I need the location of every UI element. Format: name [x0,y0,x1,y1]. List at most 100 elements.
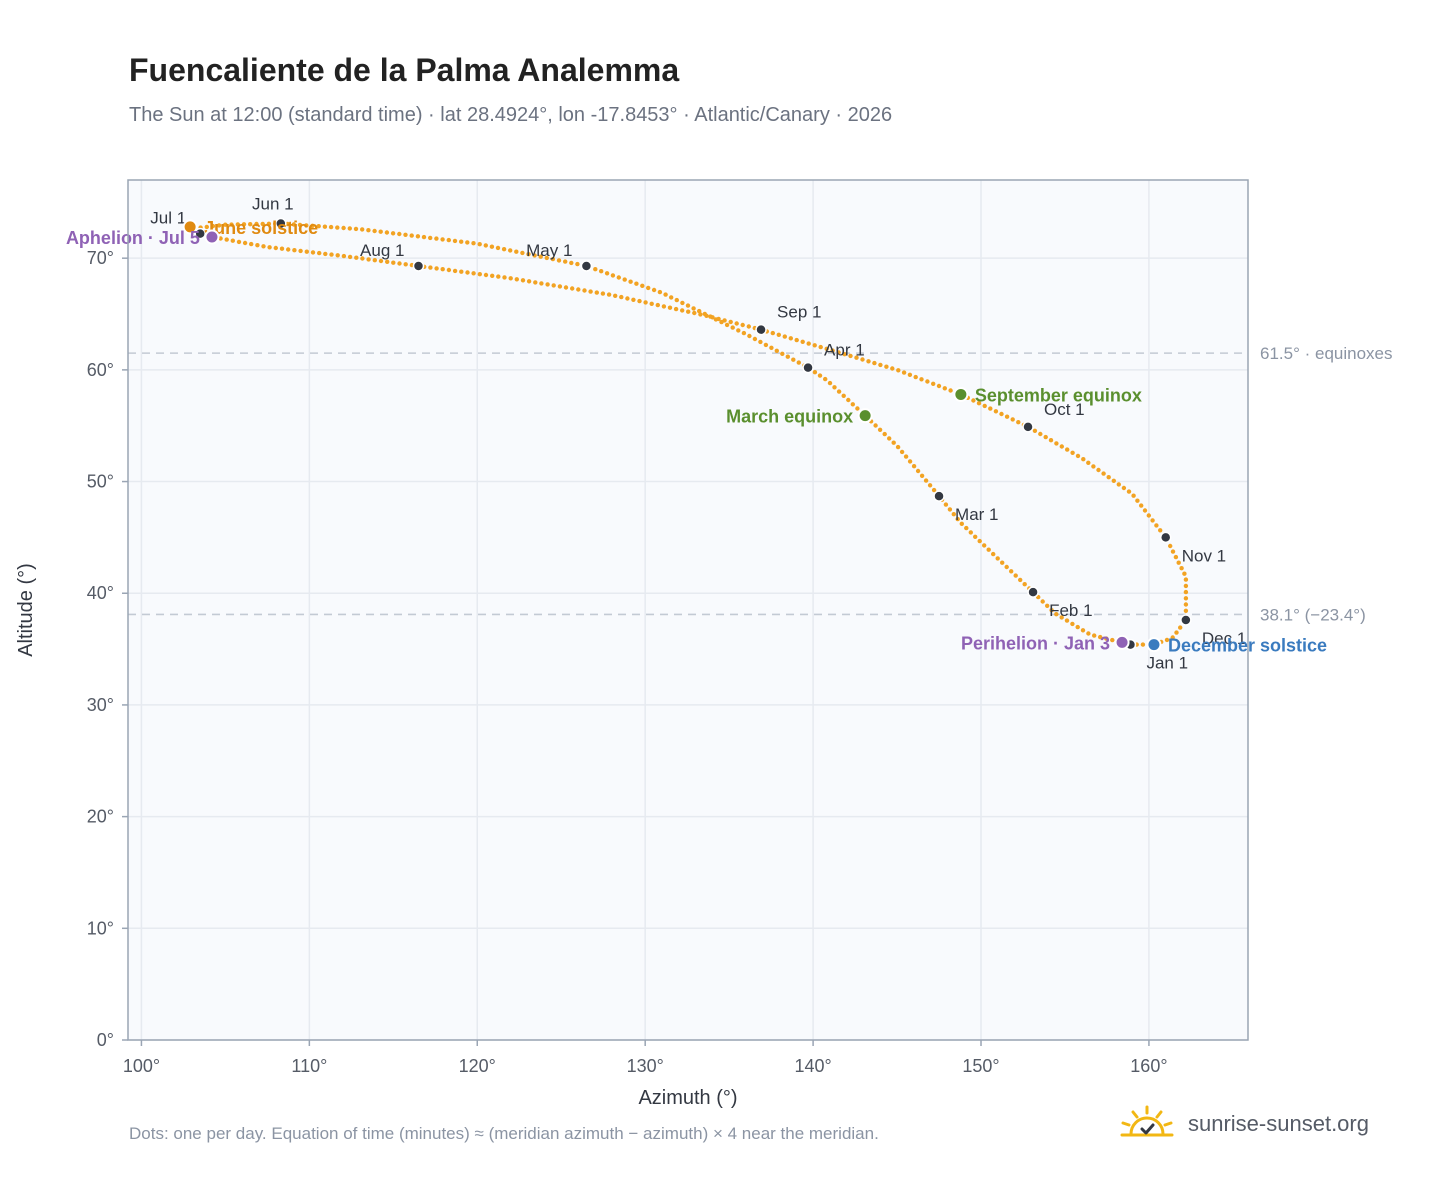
daily-sun-dot [310,250,316,255]
daily-sun-dot [235,222,240,227]
grid-lines [128,180,1248,1041]
daily-sun-dot [550,256,556,262]
daily-sun-dot [931,381,936,386]
daily-sun-dot [657,289,663,295]
daily-sun-dot [806,341,811,346]
daily-sun-dot [533,280,538,285]
daily-sun-dot [832,385,837,390]
daily-sun-dot [1106,475,1111,480]
daily-sun-dot [594,290,599,295]
daily-sun-dot [372,258,377,263]
daily-sun-dot [576,287,581,292]
daily-sun-dot [1059,615,1064,620]
daily-sun-dot [230,238,235,243]
daily-sun-dot [459,269,464,274]
daily-sun-dot [942,386,947,391]
daily-sun-dot [788,336,793,341]
daily-sun-dot [830,348,835,353]
brand-name: sunrise-sunset.org [1188,1111,1369,1136]
daily-sun-dot [366,257,371,262]
daily-sun-dot [780,351,785,356]
daily-sun-dot [1064,618,1070,623]
daily-sun-dot [1059,444,1065,449]
daily-sun-dot [927,483,933,488]
daily-sun-dot [959,521,964,526]
daily-sun-dot [667,305,673,310]
daily-sun-dot [842,352,847,357]
daily-sun-dot [747,333,752,339]
daily-sun-dot [1032,428,1038,433]
brand-logo[interactable]: sunrise-sunset.org [1118,1100,1369,1148]
daily-sun-dot [1070,621,1075,627]
daily-sun-dot [304,223,309,228]
daily-sun-dot [968,530,973,535]
daily-sun-dot [335,253,340,258]
daily-sun-dot [606,292,612,297]
daily-sun-dot [514,277,519,282]
daily-sun-dot [931,487,937,493]
daily-sun-dot [878,362,883,368]
daily-sun-dot [873,423,878,428]
chart-title: Fuencaliente de la Palma Analemma [129,52,680,88]
daily-sun-dot [1016,420,1021,425]
daily-sun-dot [347,254,353,260]
daily-sun-dot [901,370,907,375]
daily-sun-dot [1065,447,1070,452]
daily-sun-dot [557,284,563,289]
month-dot [1027,586,1039,598]
daily-sun-dot [817,373,823,378]
daily-sun-dot [604,271,610,276]
daily-sun-dot [1013,573,1018,578]
reference-line-label: 38.1° (−23.4°) [1260,605,1366,624]
daily-sun-dot [1150,518,1155,523]
daily-sun-dot [600,291,606,296]
daily-sun-dot [532,253,537,258]
sun-icon [1120,1105,1174,1137]
month-label: Dec 1 [1202,629,1246,648]
daily-sun-dot [563,259,568,264]
daily-sun-dot [1010,417,1015,422]
daily-sun-dot [734,321,739,326]
daily-sun-dot [297,222,303,228]
daily-sun-dot [680,308,685,313]
daily-sun-dot [769,345,774,350]
daily-sun-dot [993,409,999,414]
daily-sun-dot [520,278,526,283]
daily-sun-dot [923,478,929,483]
daily-sun-dot [310,223,315,228]
daily-sun-dot [919,377,924,382]
daily-sun-dot [995,556,1000,561]
daily-sun-dot [854,355,859,360]
daily-sun-dot [891,440,896,445]
daily-sun-dot [298,248,303,254]
month-dot [1022,421,1034,433]
daily-sun-dot [1182,571,1187,576]
daily-sun-dot [616,275,621,280]
daily-sun-dot [988,406,993,411]
daily-sun-dot [261,244,266,249]
daily-sun-dot [882,431,887,437]
daily-sun-dot [1049,608,1054,613]
daily-sun-dot [1009,569,1014,574]
daily-sun-dot [1183,602,1189,607]
chart-footnote: Dots: one per day. Equation of time (min… [129,1124,879,1143]
daily-sun-dot [1146,513,1152,518]
daily-sun-dot [347,226,352,231]
daily-sun-dot [846,397,851,403]
y-tick-label: 50° [87,472,114,492]
daily-sun-dot [1183,583,1189,589]
daily-sun-dot [390,231,396,236]
daily-sun-dot [1070,450,1075,455]
reference-line-label: 61.5° · equinoxes [1260,344,1393,363]
daily-sun-dot [836,350,841,355]
daily-sun-dot [1054,612,1059,617]
month-dot [1159,531,1172,544]
daily-sun-dot [248,222,253,227]
daily-sun-dot [1104,636,1109,641]
daily-sun-dot [360,227,365,232]
daily-sun-dot [1086,460,1091,465]
event-dot [857,408,873,424]
daily-sun-dot [1142,508,1148,513]
daily-sun-dot [697,308,702,314]
month-label: Jul 1 [150,209,186,228]
